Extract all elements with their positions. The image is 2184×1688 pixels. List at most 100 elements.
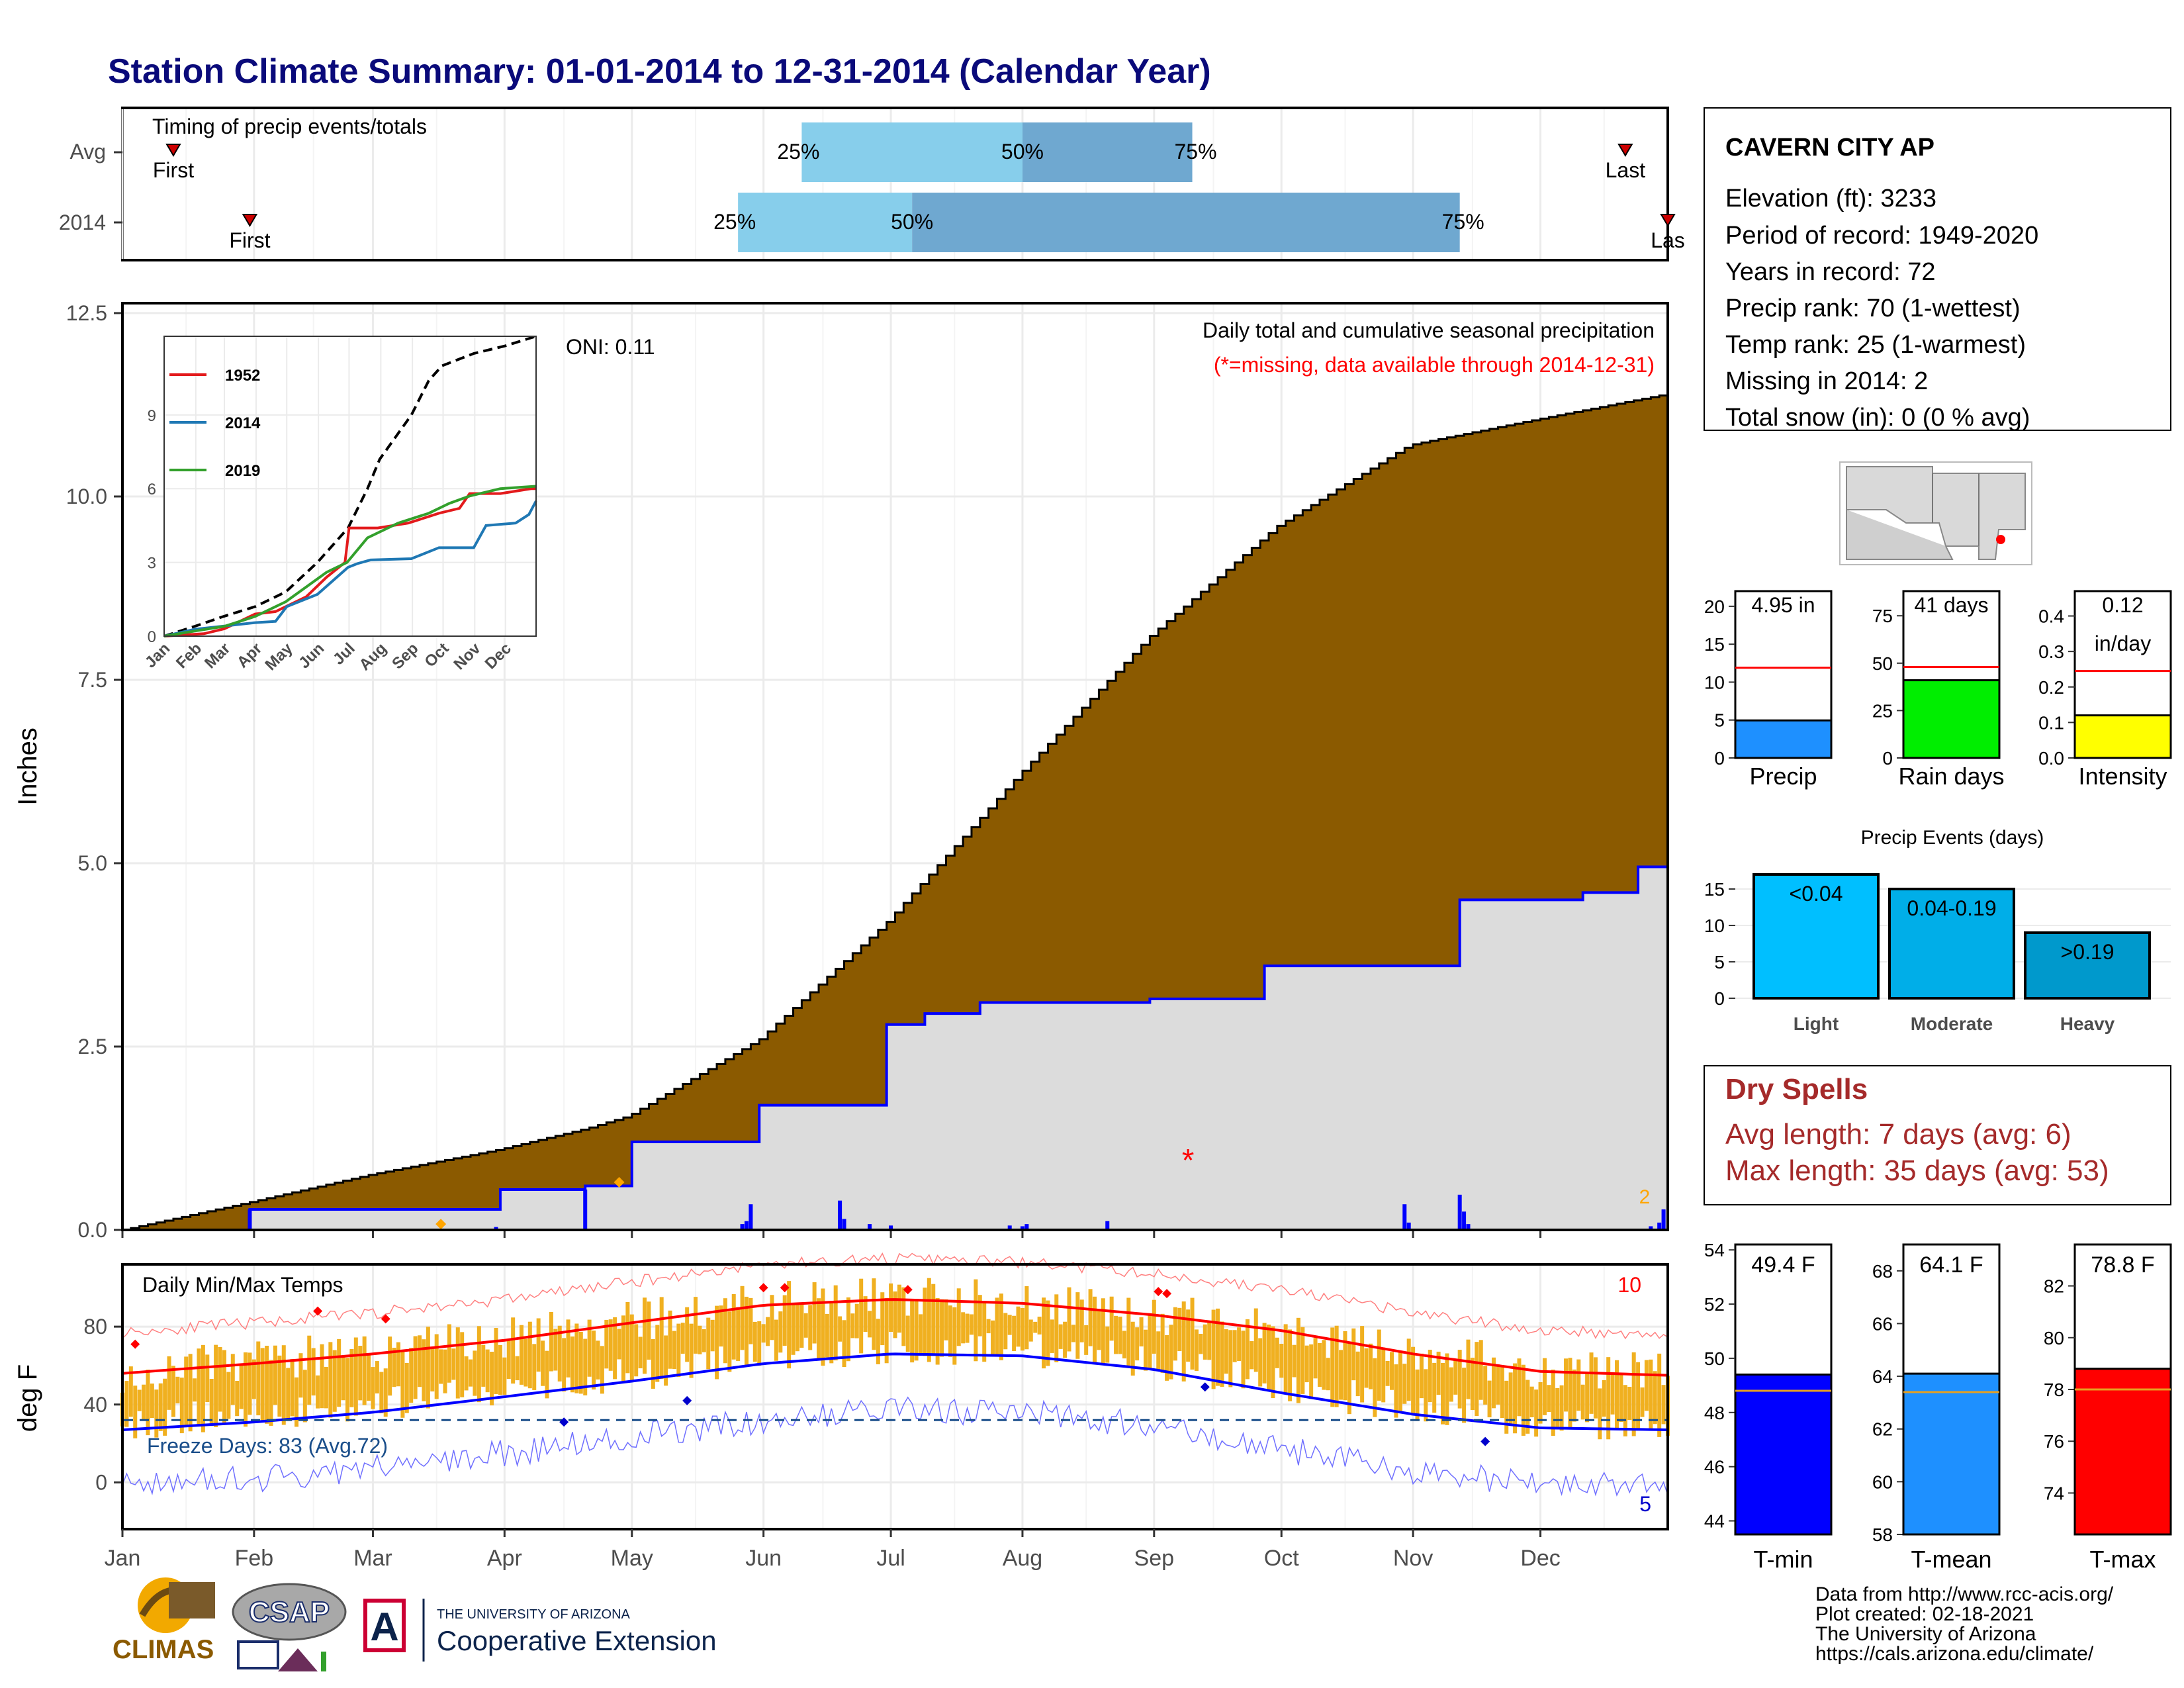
daily-temp-bar [422,1339,426,1401]
daily-temp-bar [812,1282,817,1344]
first-label: First [229,228,270,252]
daily-temp-bar [1521,1364,1525,1436]
daily-temp-bar [1644,1360,1649,1411]
daily-temp-bar [986,1319,991,1334]
timing-label: Timing of precip events/totals [152,115,427,138]
daily-temp-bar [1288,1329,1293,1401]
daily-temp-bar [146,1370,150,1436]
daily-temp-bar [439,1349,443,1384]
daily-temp-bar [833,1285,838,1361]
record-high-marker [130,1339,140,1349]
daily-temp-bar [316,1375,320,1409]
daily-temp-bar [1487,1380,1492,1418]
daily-temp-bar [749,1297,753,1344]
temp-bar-tick: 66 [1872,1313,1893,1334]
mini-bar-tick: 15 [1704,634,1725,655]
daily-temp-bar [1390,1352,1394,1390]
daily-temp-bar [1508,1372,1513,1425]
daily-temp-bar [1415,1369,1420,1421]
daily-temp-bar [1377,1329,1381,1401]
daily-temp-bar [761,1324,766,1343]
precip-panel: 0.0 2.5 5.0 7.5 10.0 12.5 * Inches Daily tota… [13,301,1669,1242]
daily-temp-bar [1177,1307,1182,1352]
record-high-marker [903,1285,913,1295]
daily-temp-bar [1079,1299,1084,1342]
daily-temp-bar [1580,1384,1585,1420]
daily-temp-bar [1513,1363,1518,1434]
daily-temp-bar [197,1348,201,1427]
daily-temp-bar [1296,1317,1300,1403]
daily-temp-bar [519,1325,523,1385]
daily-temp-bar [613,1317,617,1380]
daily-temp-bar [434,1334,439,1399]
daily-temp-bar [872,1278,876,1350]
temp-bar-value-text: 78.8 F [2091,1252,2154,1278]
daily-temp-bar [1046,1300,1050,1366]
mini-bar-tick: 75 [1872,606,1893,626]
daily-precip-bar [1657,1222,1662,1230]
daily-temp-bar [353,1337,358,1416]
daily-temp-bar [426,1327,430,1409]
q50-label: 50% [1001,140,1044,164]
daily-temp-bar [413,1336,418,1399]
month-label: Jun [745,1546,782,1571]
daily-temp-bar [880,1292,885,1346]
daily-temp-bar [1653,1371,1657,1425]
daily-temp-bar [1661,1385,1666,1425]
daily-precip-bar [744,1221,749,1230]
daily-temp-bar [1300,1327,1305,1394]
record-low-marker [682,1395,692,1405]
daily-temp-bar [1623,1385,1627,1436]
dry-spells-max: Max length: 35 days (avg: 53) [1725,1154,2109,1187]
month-label: Dec [1520,1546,1560,1571]
daily-temp-bar [1275,1337,1279,1368]
daily-temp-bar [740,1286,745,1350]
last-label: Last [1606,158,1646,182]
daily-temp-bar [1063,1321,1068,1358]
missing-count: 2 [1639,1186,1651,1208]
daily-temp-bar [1148,1313,1152,1369]
daily-temp-bar [150,1383,154,1419]
y-tick-label: 12.5 [66,301,107,325]
missing-day-marker: * [1182,1143,1195,1178]
daily-precip-bar [740,1224,745,1230]
page-title: Station Climate Summary: 01-01-2014 to 1… [108,52,1211,91]
daily-temp-bar [1500,1365,1504,1419]
station-line: Elevation (ft): 3233 [1725,185,1936,212]
daily-temp-bar [1267,1324,1271,1390]
daily-temp-bar [311,1348,316,1396]
daily-temp-bar [905,1315,910,1352]
daily-temp-bar [719,1305,723,1347]
mini-bar-tick: 20 [1704,596,1725,617]
daily-temp-bar [829,1303,834,1364]
daily-temp-bar [634,1324,639,1377]
daily-temp-bar [1101,1298,1105,1365]
daily-temp-bar [383,1368,388,1417]
daily-temp-bar [978,1295,982,1336]
daily-temp-bar [188,1354,193,1432]
q25-label: 25% [713,210,756,234]
daily-temp-bar [884,1297,889,1364]
daily-temp-bar [1449,1367,1453,1402]
mini-bar-tick: 0 [1882,748,1893,769]
daily-temp-bar [965,1313,970,1343]
daily-temp-bar [1122,1331,1126,1359]
daily-temp-bar [269,1360,273,1426]
daily-temp-bar [1220,1321,1224,1387]
last-label: Las [1651,228,1685,252]
daily-temp-bar [1636,1362,1641,1429]
inset-y-tick: 3 [148,555,156,573]
daily-temp-bar [664,1335,668,1386]
missing-note: (*=missing, data available through 2014-… [1214,353,1655,377]
mini-bar-value-unit: in/day [2095,632,2151,655]
daily-temp-bar [1610,1372,1615,1415]
daily-temp-bar [562,1338,567,1392]
daily-precip-bar [1024,1224,1029,1230]
daily-temp-bar [859,1278,864,1354]
daily-temp-bar [676,1323,681,1377]
daily-temp-bar [205,1354,210,1403]
daily-temp-bar [604,1319,609,1369]
temp-bar-tick: 74 [2044,1483,2064,1503]
daily-temp-bar [1067,1287,1071,1352]
csap-logo: CSAP [232,1583,347,1671]
